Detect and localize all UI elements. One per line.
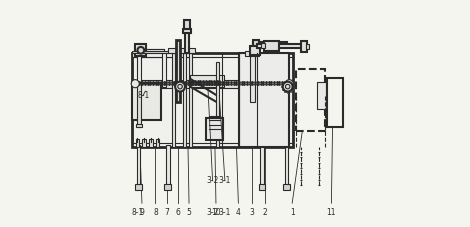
- Bar: [287, 80, 289, 82]
- Text: 11: 11: [327, 208, 336, 217]
- Bar: [206, 118, 223, 141]
- Bar: [132, 83, 161, 120]
- Bar: [282, 86, 283, 87]
- Bar: [282, 89, 283, 90]
- Bar: [317, 82, 326, 109]
- Bar: [216, 62, 219, 147]
- Bar: [137, 145, 141, 185]
- Bar: [185, 31, 189, 53]
- Text: 2: 2: [263, 208, 267, 217]
- Bar: [292, 83, 293, 84]
- Text: 3: 3: [250, 208, 254, 217]
- Bar: [296, 69, 325, 131]
- Bar: [327, 78, 343, 127]
- Bar: [189, 53, 191, 147]
- Bar: [132, 57, 293, 143]
- Bar: [137, 52, 141, 86]
- Text: 10: 10: [211, 208, 221, 217]
- Bar: [137, 83, 141, 127]
- Bar: [132, 80, 293, 88]
- Bar: [306, 44, 309, 49]
- Text: 4: 4: [236, 208, 241, 217]
- Text: 3-2: 3-2: [206, 208, 219, 217]
- Bar: [136, 139, 139, 147]
- Text: 1: 1: [290, 208, 295, 217]
- Circle shape: [285, 80, 293, 88]
- Bar: [260, 145, 264, 185]
- Bar: [250, 53, 255, 102]
- Bar: [176, 39, 180, 102]
- Polygon shape: [190, 75, 224, 86]
- Bar: [261, 43, 265, 49]
- Bar: [132, 52, 190, 57]
- Text: 3-1: 3-1: [219, 176, 231, 185]
- Text: 8-1: 8-1: [137, 91, 150, 100]
- Circle shape: [137, 47, 144, 54]
- Bar: [250, 46, 259, 55]
- Text: 3-1: 3-1: [219, 208, 231, 217]
- Bar: [162, 52, 166, 86]
- Bar: [147, 49, 164, 52]
- Text: 9: 9: [140, 208, 144, 217]
- Bar: [166, 145, 170, 185]
- Bar: [164, 184, 171, 190]
- Bar: [184, 20, 190, 29]
- Bar: [285, 145, 289, 185]
- Bar: [283, 184, 290, 190]
- Bar: [287, 91, 289, 93]
- Text: 7: 7: [164, 208, 169, 217]
- Bar: [290, 91, 291, 92]
- Bar: [301, 41, 307, 52]
- Text: 8-1: 8-1: [131, 208, 144, 217]
- Bar: [142, 139, 146, 147]
- Bar: [264, 41, 279, 51]
- Bar: [183, 53, 186, 147]
- Text: 6: 6: [175, 208, 180, 217]
- Circle shape: [178, 84, 182, 89]
- Bar: [240, 53, 289, 147]
- Bar: [258, 44, 302, 49]
- Bar: [135, 44, 147, 56]
- Bar: [292, 89, 293, 90]
- Circle shape: [175, 82, 185, 91]
- Text: 5: 5: [187, 208, 191, 217]
- Bar: [253, 42, 287, 47]
- Bar: [284, 81, 286, 82]
- Bar: [156, 139, 159, 147]
- Bar: [132, 51, 190, 53]
- Bar: [135, 184, 142, 190]
- Bar: [183, 29, 191, 33]
- Bar: [149, 139, 153, 147]
- Bar: [132, 53, 293, 147]
- Bar: [258, 184, 265, 190]
- Bar: [168, 48, 195, 53]
- Circle shape: [285, 84, 290, 89]
- Bar: [245, 51, 259, 56]
- Bar: [136, 123, 142, 127]
- Bar: [282, 83, 283, 84]
- Bar: [293, 86, 294, 87]
- Bar: [284, 91, 286, 92]
- Text: 3-2: 3-2: [206, 176, 219, 185]
- Bar: [172, 53, 175, 147]
- Bar: [290, 81, 291, 82]
- Circle shape: [283, 82, 293, 91]
- Circle shape: [131, 80, 139, 88]
- Text: 8: 8: [153, 208, 158, 217]
- Bar: [253, 39, 258, 49]
